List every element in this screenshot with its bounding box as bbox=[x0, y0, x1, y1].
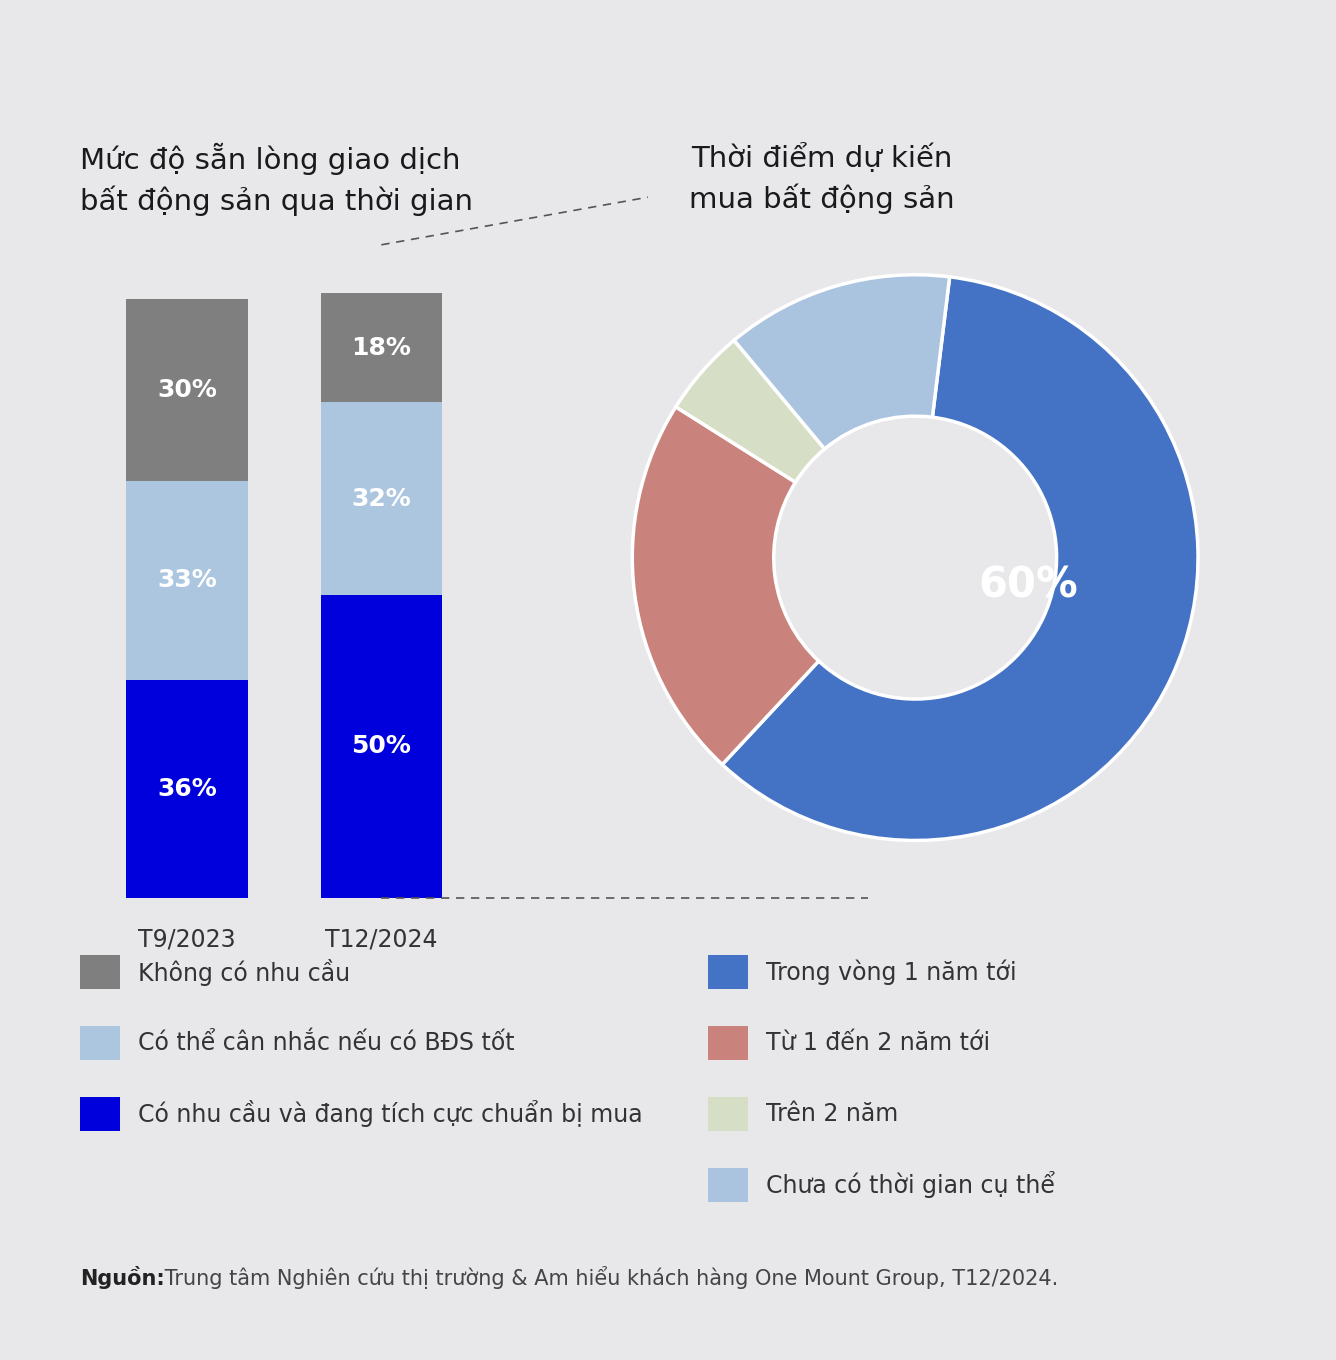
Wedge shape bbox=[676, 340, 824, 483]
Text: Có nhu cầu và đang tích cực chuẩn bị mua: Có nhu cầu và đang tích cực chuẩn bị mua bbox=[138, 1100, 643, 1127]
Text: Trung tâm Nghiên cứu thị trường & Am hiểu khách hàng One Mount Group, T12/2024.: Trung tâm Nghiên cứu thị trường & Am hiể… bbox=[158, 1266, 1058, 1289]
Text: T9/2023: T9/2023 bbox=[138, 928, 236, 952]
Text: 32%: 32% bbox=[351, 487, 411, 510]
Bar bbox=[321, 294, 442, 403]
Bar bbox=[127, 680, 247, 898]
Text: 30%: 30% bbox=[158, 378, 216, 401]
Bar bbox=[321, 596, 442, 898]
Text: T12/2024: T12/2024 bbox=[325, 928, 438, 952]
Wedge shape bbox=[723, 277, 1198, 840]
Text: 36%: 36% bbox=[158, 777, 216, 801]
Text: Thời điểm dự kiến
mua bất động sản: Thời điểm dự kiến mua bất động sản bbox=[689, 143, 954, 215]
Text: Không có nhu cầu: Không có nhu cầu bbox=[138, 959, 350, 986]
Wedge shape bbox=[632, 407, 819, 764]
Text: 50%: 50% bbox=[351, 734, 411, 759]
Bar bbox=[321, 403, 442, 596]
Text: Nguồn:: Nguồn: bbox=[80, 1266, 164, 1289]
Text: Chưa có thời gian cụ thể: Chưa có thời gian cụ thể bbox=[766, 1171, 1054, 1198]
Text: Có thể cân nhắc nếu có BĐS tốt: Có thể cân nhắc nếu có BĐS tốt bbox=[138, 1031, 514, 1055]
Text: 60%: 60% bbox=[978, 564, 1078, 607]
Text: Trên 2 năm: Trên 2 năm bbox=[766, 1102, 898, 1126]
Text: Mức độ sẵn lòng giao dịch
bất động sản qua thời gian: Mức độ sẵn lòng giao dịch bất động sản q… bbox=[80, 143, 473, 216]
Bar bbox=[127, 299, 247, 480]
Text: 18%: 18% bbox=[351, 336, 411, 359]
Bar bbox=[127, 480, 247, 680]
Text: 33%: 33% bbox=[158, 568, 216, 592]
Text: Trong vòng 1 năm tới: Trong vòng 1 năm tới bbox=[766, 960, 1017, 985]
Text: Từ 1 đến 2 năm tới: Từ 1 đến 2 năm tới bbox=[766, 1031, 990, 1055]
Wedge shape bbox=[733, 275, 950, 449]
